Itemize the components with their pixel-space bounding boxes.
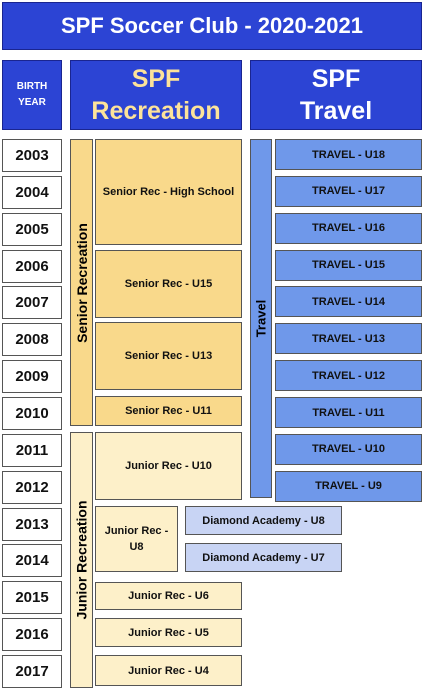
- label: TRAVEL - U11: [312, 406, 385, 419]
- year-cell: 2004: [2, 175, 62, 209]
- travel-team: TRAVEL - U18: [275, 139, 422, 170]
- travel-team: TRAVEL - U14: [275, 286, 422, 318]
- header-label: SPF Travel: [299, 65, 373, 125]
- label: TRAVEL - U10: [312, 443, 385, 456]
- travel-team: TRAVEL - U11: [275, 397, 422, 429]
- year-cell: 2015: [2, 581, 62, 615]
- group-label: Travel: [253, 299, 269, 338]
- travel-team: TRAVEL - U12: [275, 360, 422, 392]
- travel-team: TRAVEL - U15: [275, 249, 422, 281]
- year-cell: 2006: [2, 249, 62, 283]
- label: Senior Rec - U11: [125, 405, 212, 417]
- recreation-header: SPF Recreation: [70, 60, 242, 130]
- label: 2005: [15, 220, 49, 238]
- year-cell: 2014: [2, 544, 62, 578]
- label: TRAVEL - U17: [312, 185, 385, 198]
- recreation-team: Junior Rec - U4: [95, 655, 242, 686]
- year-cell: 2017: [2, 655, 62, 688]
- diamond-team: Diamond Academy - U8: [185, 506, 342, 535]
- label: 2008: [15, 331, 49, 349]
- label: 2006: [15, 257, 49, 275]
- travel-team: TRAVEL - U13: [275, 323, 422, 355]
- label: Junior Rec - U10: [125, 460, 212, 472]
- label: 2013: [15, 515, 49, 533]
- junior-group: Junior Recreation: [70, 432, 93, 688]
- recreation-team: Senior Rec - U15: [95, 250, 242, 318]
- group-label: Senior Recreation: [73, 222, 90, 343]
- year-cell: 2003: [2, 139, 62, 172]
- label: 2007: [15, 294, 49, 312]
- birth-year-header: BIRTH YEAR: [2, 60, 62, 130]
- header-label: SPF Recreation: [91, 65, 221, 125]
- label: TRAVEL - U12: [312, 369, 385, 382]
- year-cell: 2013: [2, 507, 62, 541]
- group-label: Junior Recreation: [73, 500, 90, 620]
- senior-group: Senior Recreation: [70, 139, 93, 426]
- label: Senior Rec - U15: [124, 278, 213, 290]
- label: 2017: [15, 663, 49, 681]
- year-cell: 2016: [2, 618, 62, 652]
- label: 2010: [15, 405, 49, 423]
- label: Senior Rec - High School: [102, 186, 235, 198]
- travel-group: Travel: [250, 139, 272, 498]
- label: TRAVEL - U9: [315, 480, 382, 493]
- year-cell: 2012: [2, 470, 62, 504]
- label: TRAVEL - U13: [312, 332, 385, 345]
- label: Junior Rec - U4: [128, 664, 209, 677]
- label: Senior Rec - U13: [124, 350, 213, 362]
- travel-team: TRAVEL - U10: [275, 433, 422, 465]
- label: 2015: [15, 589, 49, 607]
- label: TRAVEL - U18: [312, 148, 385, 161]
- label: TRAVEL - U15: [312, 259, 385, 272]
- travel-header: SPF Travel: [250, 60, 422, 130]
- label: TRAVEL - U14: [312, 295, 385, 308]
- label: Diamond Academy - U7: [202, 551, 325, 564]
- label: 2009: [15, 368, 49, 386]
- label: 2012: [15, 478, 49, 496]
- title-bar: SPF Soccer Club - 2020-2021: [2, 2, 422, 50]
- label: Junior Rec - U5: [128, 626, 209, 639]
- recreation-team: Junior Rec - U10: [95, 432, 242, 500]
- label: 2003: [15, 147, 49, 164]
- label: Diamond Academy - U8: [202, 514, 325, 527]
- year-cell: 2009: [2, 360, 62, 394]
- title: SPF Soccer Club - 2020-2021: [60, 13, 364, 38]
- label: 2016: [15, 626, 49, 644]
- label: TRAVEL - U16: [312, 222, 385, 235]
- recreation-team: Junior Rec - U8: [95, 506, 178, 572]
- diamond-team: Diamond Academy - U7: [185, 543, 342, 572]
- recreation-team: Senior Rec - High School: [95, 139, 242, 245]
- year-cell: 2007: [2, 286, 62, 320]
- travel-team: TRAVEL - U16: [275, 212, 422, 244]
- year-cell: 2010: [2, 397, 62, 431]
- recreation-team: Senior Rec - U13: [95, 322, 242, 390]
- year-cell: 2008: [2, 323, 62, 357]
- header-label: BIRTH YEAR: [16, 81, 48, 108]
- year-cell: 2005: [2, 212, 62, 246]
- label: 2004: [15, 183, 49, 201]
- recreation-team: Senior Rec - U11: [95, 396, 242, 426]
- label: Junior Rec - U6: [128, 590, 209, 602]
- label: Junior Rec - U8: [104, 525, 169, 553]
- label: 2014: [15, 552, 49, 570]
- year-cell: 2011: [2, 433, 62, 467]
- travel-team: TRAVEL - U17: [275, 175, 422, 207]
- recreation-team: Junior Rec - U5: [95, 618, 242, 647]
- travel-team: TRAVEL - U9: [275, 470, 422, 502]
- recreation-team: Junior Rec - U6: [95, 582, 242, 610]
- label: 2011: [15, 441, 49, 459]
